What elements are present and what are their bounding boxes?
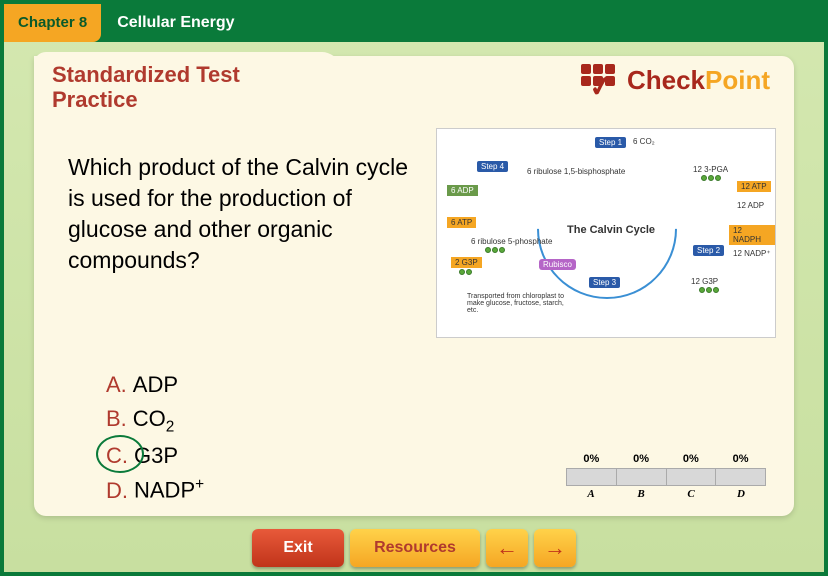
section-tab: Standardized Test Practice bbox=[34, 52, 324, 130]
step2-label: Step 2 bbox=[693, 245, 724, 256]
poll-chart: 0% 0% 0% 0% A B C D bbox=[566, 468, 766, 500]
chapter-tab: Chapter 8 bbox=[4, 4, 101, 42]
step3-label: Step 3 bbox=[589, 277, 620, 288]
answer-b[interactable]: B. CO2 bbox=[106, 402, 204, 439]
next-button[interactable]: → bbox=[534, 529, 576, 567]
answer-a[interactable]: A. ADP bbox=[106, 368, 204, 402]
checkpoint-icon: ✓ bbox=[579, 64, 623, 96]
poll-bars: 0% 0% 0% 0% bbox=[566, 468, 766, 486]
checkpoint-logo: ✓ CheckPoint bbox=[579, 64, 770, 96]
adp6-label: 6 ADP bbox=[447, 185, 478, 196]
poll-labels: A B C D bbox=[566, 486, 766, 500]
rubisco-label: Rubisco bbox=[539, 259, 576, 270]
co2-label: 6 CO₂ bbox=[633, 137, 655, 146]
checkpoint-text: CheckPoint bbox=[627, 65, 770, 96]
exit-button[interactable]: Exit bbox=[252, 529, 344, 567]
section-title: Standardized Test Practice bbox=[52, 62, 306, 113]
pga-label: 12 3-PGA bbox=[693, 165, 728, 174]
step1-label: Step 1 bbox=[595, 137, 626, 148]
diagram-center: The Calvin Cycle bbox=[567, 224, 655, 236]
atp12-label: 12 ATP bbox=[737, 181, 771, 192]
ribulose5-label: 6 ribulose 5-phosphate bbox=[471, 237, 552, 246]
transport-label: Transported from chloroplast to make glu… bbox=[467, 293, 567, 314]
nadp-label: 12 NADP⁺ bbox=[733, 249, 771, 258]
content-panel: Standardized Test Practice ✓ CheckPoint … bbox=[34, 56, 794, 516]
atp6-label: 6 ATP bbox=[447, 217, 476, 228]
prev-button[interactable]: ← bbox=[486, 529, 528, 567]
slide-frame: Chapter 8 Cellular Energy Standardized T… bbox=[0, 0, 828, 576]
footer-nav: Exit Resources ← → bbox=[4, 524, 824, 572]
ribulose15-label: 6 ribulose 1,5-bisphosphate bbox=[527, 167, 625, 176]
g3p2-label: 2 G3P bbox=[451, 257, 482, 268]
calvin-cycle-diagram: The Calvin Cycle Step 1 6 CO₂ Step 4 6 r… bbox=[436, 128, 776, 338]
adp12-label: 12 ADP bbox=[737, 201, 764, 210]
chapter-title: Cellular Energy bbox=[101, 4, 250, 42]
nadph-label: 12 NADPH bbox=[729, 225, 775, 245]
answer-list: A. ADP B. CO2 C. G3P D. NADP+ bbox=[106, 368, 204, 508]
header-bar: Chapter 8 Cellular Energy bbox=[4, 4, 824, 42]
resources-button[interactable]: Resources bbox=[350, 529, 480, 567]
question-text: Which product of the Calvin cycle is use… bbox=[68, 152, 428, 276]
g3p12-label: 12 G3P bbox=[691, 277, 718, 286]
answer-d[interactable]: D. NADP+ bbox=[106, 473, 204, 507]
step4-label: Step 4 bbox=[477, 161, 508, 172]
answer-c[interactable]: C. G3P bbox=[106, 439, 204, 473]
